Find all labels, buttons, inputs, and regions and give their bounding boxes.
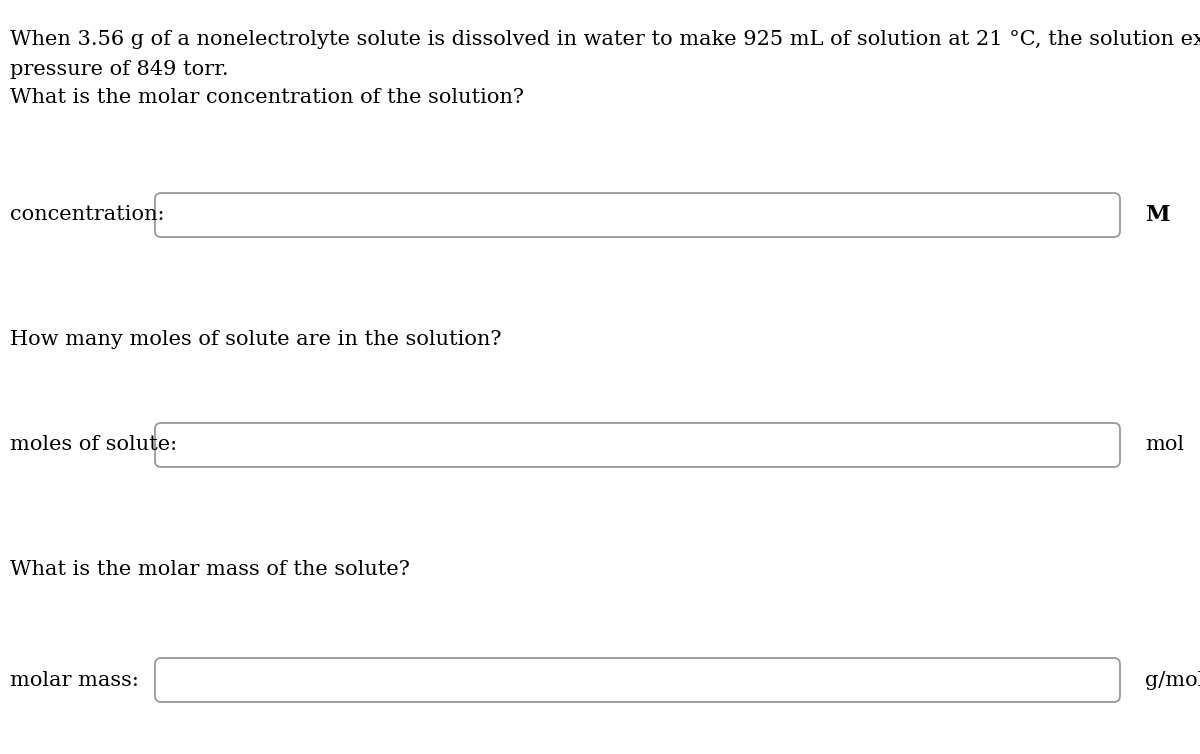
Text: mol: mol [1145, 436, 1184, 455]
Text: What is the molar concentration of the solution?: What is the molar concentration of the s… [10, 88, 524, 107]
Text: g/mol: g/mol [1145, 670, 1200, 689]
Text: moles of solute:: moles of solute: [10, 436, 178, 455]
Text: concentration:: concentration: [10, 206, 164, 225]
Text: How many moles of solute are in the solution?: How many moles of solute are in the solu… [10, 330, 502, 349]
Text: What is the molar mass of the solute?: What is the molar mass of the solute? [10, 560, 410, 579]
FancyBboxPatch shape [155, 423, 1120, 467]
Text: pressure of 849 torr.: pressure of 849 torr. [10, 60, 229, 79]
FancyBboxPatch shape [155, 658, 1120, 702]
Text: M: M [1145, 204, 1170, 226]
FancyBboxPatch shape [155, 193, 1120, 237]
Text: molar mass:: molar mass: [10, 670, 139, 689]
Text: When 3.56 g of a nonelectrolyte solute is dissolved in water to make 925 mL of s: When 3.56 g of a nonelectrolyte solute i… [10, 30, 1200, 49]
